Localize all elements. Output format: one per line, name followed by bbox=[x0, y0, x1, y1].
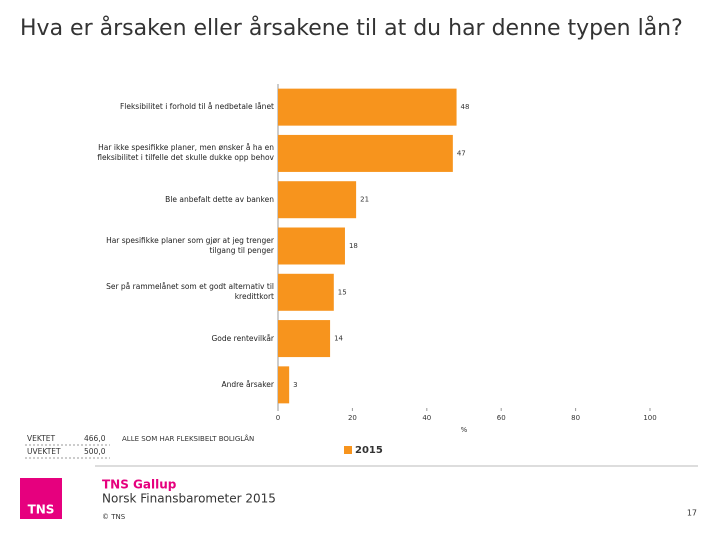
legend-label: 2015 bbox=[355, 445, 383, 456]
value-label: 48 bbox=[461, 103, 470, 111]
logo-text: TNS bbox=[28, 503, 55, 517]
x-tick-label: 20 bbox=[348, 414, 357, 422]
sample-base: ALLE SOM HAR FLEKSIBELT BOLIGLÅN bbox=[122, 434, 254, 443]
sample-label: UVEKTET bbox=[27, 447, 61, 456]
x-tick-label: 0 bbox=[276, 414, 280, 422]
value-label: 47 bbox=[457, 149, 466, 157]
value-label: 14 bbox=[334, 335, 343, 343]
sample-value: 500,0 bbox=[84, 447, 106, 456]
report-name: Norsk Finansbarometer 2015 bbox=[102, 492, 276, 506]
bar bbox=[278, 181, 357, 219]
legend-swatch bbox=[344, 446, 352, 454]
x-axis-label: % bbox=[461, 426, 468, 434]
bar bbox=[278, 320, 331, 358]
page-number: 17 bbox=[687, 509, 697, 518]
category-label: Ble anbefalt dette av banken bbox=[165, 194, 274, 204]
bar bbox=[278, 88, 457, 126]
category-label: Fleksibilitet i forhold til å nedbetale … bbox=[119, 102, 274, 112]
slide-title: Hva er årsaken eller årsakene til at du … bbox=[20, 16, 683, 41]
brand: TNS Gallup bbox=[102, 478, 177, 492]
category-label: Gode rentevilkår bbox=[211, 333, 275, 343]
category-label: Har spesifikke planer som gjør at jeg tr… bbox=[106, 236, 274, 255]
bar bbox=[278, 273, 334, 311]
value-label: 15 bbox=[338, 288, 347, 296]
category-label: Ser på rammelånet som et godt alternativ… bbox=[106, 282, 274, 302]
value-label: 3 bbox=[293, 381, 297, 389]
x-tick-label: 40 bbox=[422, 414, 431, 422]
x-tick-label: 100 bbox=[643, 414, 656, 422]
x-tick-label: 60 bbox=[497, 414, 506, 422]
value-label: 18 bbox=[349, 242, 358, 250]
bar bbox=[278, 366, 290, 404]
bar bbox=[278, 134, 453, 172]
category-label: Andre årsaker bbox=[221, 379, 274, 389]
x-tick-label: 80 bbox=[571, 414, 580, 422]
sample-value: 466,0 bbox=[84, 434, 106, 443]
value-label: 21 bbox=[360, 196, 369, 204]
copyright: © TNS bbox=[102, 513, 126, 521]
logo bbox=[20, 478, 62, 519]
sample-label: VEKTET bbox=[27, 434, 56, 443]
category-label: Har ikke spesifikke planer, men ønsker å… bbox=[97, 143, 274, 163]
bar bbox=[278, 227, 345, 265]
